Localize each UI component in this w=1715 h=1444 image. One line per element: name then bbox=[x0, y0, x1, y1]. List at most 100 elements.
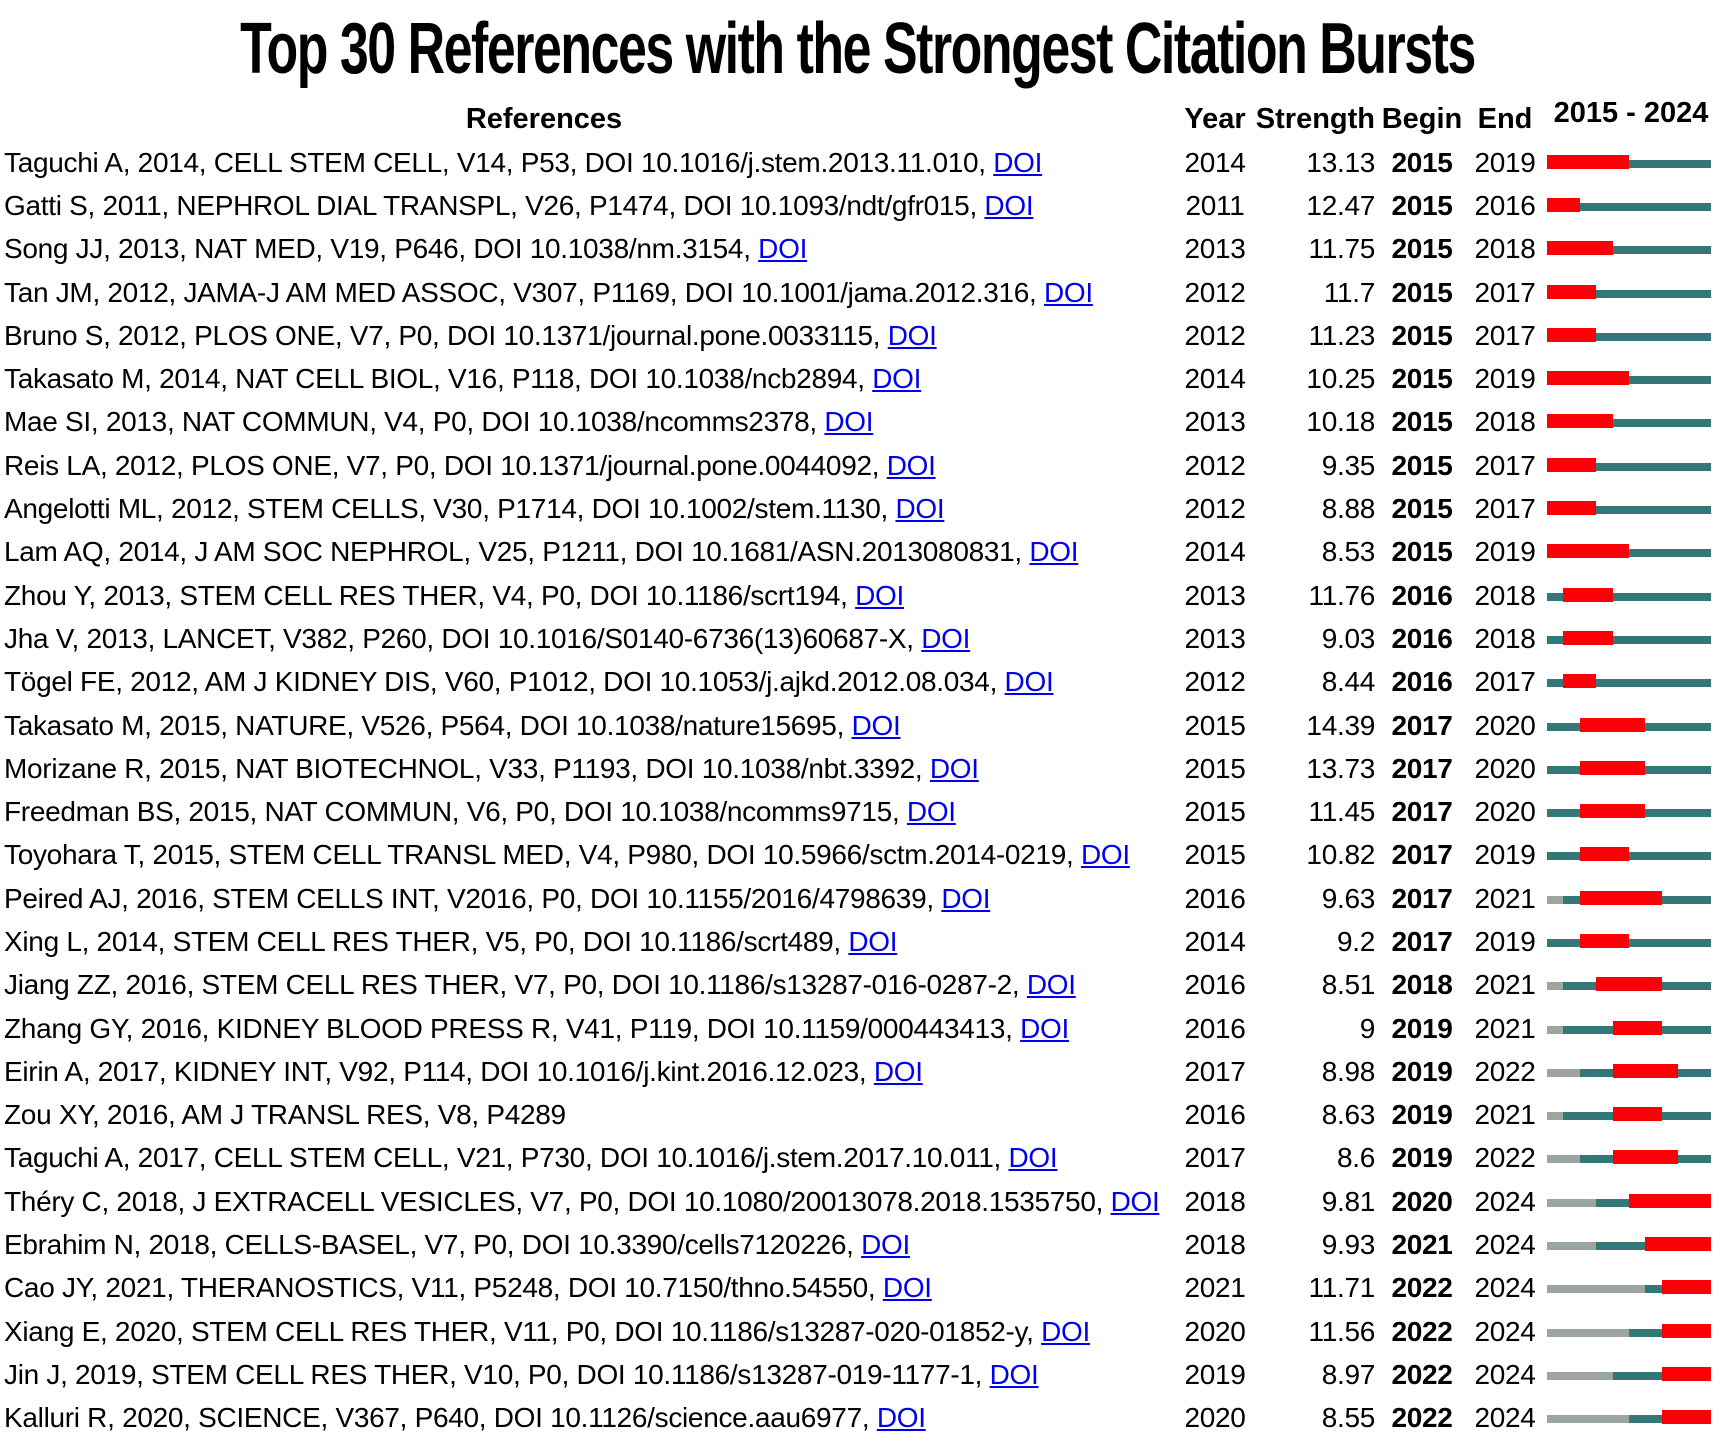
active-segment bbox=[1629, 376, 1711, 385]
table-row: Théry C, 2018, J EXTRACELL VESICLES, V7,… bbox=[0, 1180, 1715, 1223]
doi-link[interactable]: DOI bbox=[887, 319, 937, 351]
table-row: Cao JY, 2021, THERANOSTICS, V11, P5248, … bbox=[0, 1267, 1715, 1310]
burst-strength: 9.93 bbox=[1321, 1229, 1376, 1261]
burst-timeline-bar bbox=[1547, 444, 1715, 487]
pre-publication-segment bbox=[1547, 1328, 1629, 1337]
active-segment bbox=[1547, 852, 1580, 861]
doi-link[interactable]: DOI bbox=[1026, 969, 1076, 1001]
burst-begin-year: 2016 bbox=[1391, 666, 1453, 698]
table-row: Zou XY, 2016, AM J TRANSL RES, V8, P4289… bbox=[0, 1094, 1715, 1137]
burst-segment bbox=[1579, 890, 1662, 905]
table-row: Jha V, 2013, LANCET, V382, P260, DOI 10.… bbox=[0, 617, 1715, 660]
table-row: Taguchi A, 2014, CELL STEM CELL, V14, P5… bbox=[0, 141, 1715, 184]
reference-citation: Peired AJ, 2016, STEM CELLS INT, V2016, … bbox=[4, 882, 934, 914]
doi-link[interactable]: DOI bbox=[906, 796, 956, 828]
active-segment bbox=[1678, 1155, 1711, 1164]
doi-link[interactable]: DOI bbox=[989, 1358, 1039, 1390]
active-segment bbox=[1547, 722, 1580, 731]
publication-year: 2014 bbox=[1184, 146, 1246, 178]
active-segment bbox=[1612, 246, 1711, 255]
pre-publication-segment bbox=[1547, 1068, 1580, 1077]
active-segment bbox=[1596, 1198, 1629, 1207]
burst-timeline-bar bbox=[1547, 531, 1715, 574]
active-segment bbox=[1563, 982, 1597, 991]
doi-link[interactable]: DOI bbox=[758, 233, 808, 265]
burst-strength: 8.44 bbox=[1321, 666, 1376, 698]
doi-link[interactable]: DOI bbox=[941, 882, 991, 914]
burst-end-year: 2017 bbox=[1474, 449, 1536, 481]
doi-link[interactable]: DOI bbox=[872, 363, 922, 395]
doi-link[interactable]: DOI bbox=[882, 1272, 932, 1304]
burst-end-year: 2018 bbox=[1474, 406, 1536, 438]
doi-link[interactable]: DOI bbox=[851, 709, 901, 741]
reference-citation: Tögel FE, 2012, AM J KIDNEY DIS, V60, P1… bbox=[4, 666, 998, 698]
doi-link[interactable]: DOI bbox=[824, 406, 874, 438]
burst-strength: 9.2 bbox=[1336, 925, 1375, 957]
burst-begin-year: 2022 bbox=[1391, 1315, 1453, 1347]
reference-citation: Théry C, 2018, J EXTRACELL VESICLES, V7,… bbox=[4, 1185, 1104, 1217]
doi-link[interactable]: DOI bbox=[861, 1229, 910, 1261]
active-segment bbox=[1547, 679, 1564, 688]
doi-link[interactable]: DOI bbox=[1041, 1315, 1091, 1347]
pre-publication-segment bbox=[1547, 1112, 1564, 1121]
pre-publication-segment bbox=[1547, 1025, 1564, 1034]
pre-publication-segment bbox=[1547, 1198, 1597, 1207]
reference-citation: Morizane R, 2015, NAT BIOTECHNOL, V33, P… bbox=[4, 752, 923, 784]
doi-link[interactable]: DOI bbox=[848, 925, 898, 957]
doi-link[interactable]: DOI bbox=[929, 752, 979, 784]
doi-link[interactable]: DOI bbox=[1004, 666, 1054, 698]
doi-link[interactable]: DOI bbox=[1043, 276, 1093, 308]
burst-strength: 14.39 bbox=[1306, 709, 1375, 741]
burst-timeline-bar bbox=[1547, 1180, 1715, 1223]
burst-end-year: 2024 bbox=[1474, 1229, 1536, 1261]
doi-link[interactable]: DOI bbox=[1020, 1012, 1069, 1044]
reference-citation: Taguchi A, 2017, CELL STEM CELL, V21, P7… bbox=[4, 1142, 1002, 1174]
burst-segment bbox=[1563, 674, 1597, 689]
burst-end-year: 2018 bbox=[1474, 233, 1536, 265]
doi-link[interactable]: DOI bbox=[984, 189, 1034, 221]
burst-segment bbox=[1661, 1410, 1711, 1425]
burst-timeline-bar bbox=[1547, 228, 1715, 271]
burst-segment bbox=[1563, 587, 1613, 602]
burst-segment bbox=[1547, 501, 1597, 516]
burst-strength: 10.82 bbox=[1306, 839, 1375, 871]
burst-begin-year: 2022 bbox=[1391, 1272, 1453, 1304]
burst-segment bbox=[1596, 977, 1662, 992]
burst-begin-year: 2019 bbox=[1391, 1012, 1453, 1044]
active-segment bbox=[1596, 679, 1711, 688]
burst-end-year: 2019 bbox=[1474, 536, 1536, 568]
burst-end-year: 2019 bbox=[1474, 146, 1536, 178]
doi-link[interactable]: DOI bbox=[1080, 839, 1130, 871]
active-segment bbox=[1661, 982, 1711, 991]
title-bar: Top 30 References with the Strongest Cit… bbox=[0, 0, 1715, 97]
burst-timeline-bar bbox=[1547, 1094, 1715, 1137]
doi-link[interactable]: DOI bbox=[1029, 536, 1079, 568]
doi-link[interactable]: DOI bbox=[895, 493, 945, 525]
reference-citation: Reis LA, 2012, PLOS ONE, V7, P0, DOI 10.… bbox=[4, 449, 880, 481]
header-end: End bbox=[1477, 102, 1533, 135]
burst-begin-year: 2019 bbox=[1391, 1142, 1453, 1174]
burst-segment bbox=[1661, 1280, 1711, 1295]
doi-link[interactable]: DOI bbox=[1008, 1142, 1058, 1174]
active-segment bbox=[1612, 635, 1711, 644]
publication-year: 2021 bbox=[1184, 1272, 1246, 1304]
doi-link[interactable]: DOI bbox=[873, 1055, 923, 1087]
burst-end-year: 2017 bbox=[1474, 493, 1536, 525]
table-row: Zhou Y, 2013, STEM CELL RES THER, V4, P0… bbox=[0, 574, 1715, 617]
publication-year: 2013 bbox=[1184, 579, 1246, 611]
active-segment bbox=[1612, 1371, 1662, 1380]
burst-segment bbox=[1579, 804, 1646, 819]
table-row: Toyohara T, 2015, STEM CELL TRANSL MED, … bbox=[0, 834, 1715, 877]
reference-citation: Song JJ, 2013, NAT MED, V19, P646, DOI 1… bbox=[4, 233, 751, 265]
burst-segment bbox=[1661, 1366, 1711, 1381]
doi-link[interactable]: DOI bbox=[886, 449, 936, 481]
doi-link[interactable]: DOI bbox=[876, 1402, 926, 1434]
reference-citation: Xing L, 2014, STEM CELL RES THER, V5, P0… bbox=[4, 925, 841, 957]
doi-link[interactable]: DOI bbox=[993, 146, 1043, 178]
doi-link[interactable]: DOI bbox=[1110, 1185, 1160, 1217]
active-segment bbox=[1596, 1242, 1646, 1251]
doi-link[interactable]: DOI bbox=[855, 579, 904, 611]
burst-begin-year: 2018 bbox=[1391, 969, 1453, 1001]
doi-link[interactable]: DOI bbox=[921, 622, 971, 654]
table-row: Takasato M, 2014, NAT CELL BIOL, V16, P1… bbox=[0, 357, 1715, 400]
